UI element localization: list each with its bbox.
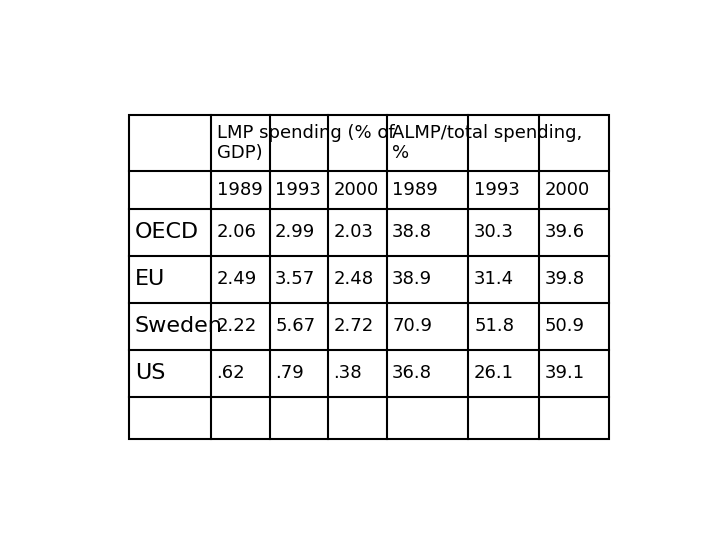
Text: 1993: 1993 bbox=[474, 181, 520, 199]
Text: 2.22: 2.22 bbox=[217, 318, 257, 335]
Text: 38.8: 38.8 bbox=[392, 223, 432, 241]
Text: 51.8: 51.8 bbox=[474, 318, 514, 335]
Text: LMP spending (% of
GDP): LMP spending (% of GDP) bbox=[217, 124, 394, 163]
Text: 2.99: 2.99 bbox=[275, 223, 315, 241]
Text: OECD: OECD bbox=[135, 222, 199, 242]
Text: 5.67: 5.67 bbox=[275, 318, 315, 335]
Text: 36.8: 36.8 bbox=[392, 364, 432, 382]
Text: 39.6: 39.6 bbox=[544, 223, 585, 241]
Text: 2.49: 2.49 bbox=[217, 271, 257, 288]
Text: .79: .79 bbox=[275, 364, 304, 382]
Text: .62: .62 bbox=[217, 364, 246, 382]
Text: 50.9: 50.9 bbox=[544, 318, 585, 335]
Text: EU: EU bbox=[135, 269, 165, 289]
Text: 39.8: 39.8 bbox=[544, 271, 585, 288]
Text: 2000: 2000 bbox=[544, 181, 590, 199]
Text: 2.06: 2.06 bbox=[217, 223, 256, 241]
Text: 2.03: 2.03 bbox=[333, 223, 374, 241]
Bar bbox=[129, 114, 609, 439]
Text: Sweden: Sweden bbox=[135, 316, 222, 336]
Text: 3.57: 3.57 bbox=[275, 271, 315, 288]
Text: 70.9: 70.9 bbox=[392, 318, 432, 335]
Text: 26.1: 26.1 bbox=[474, 364, 514, 382]
Text: 1989: 1989 bbox=[392, 181, 438, 199]
Text: 2.48: 2.48 bbox=[333, 271, 374, 288]
Text: 2000: 2000 bbox=[333, 181, 379, 199]
Text: 1993: 1993 bbox=[275, 181, 321, 199]
Text: 1989: 1989 bbox=[217, 181, 262, 199]
Text: 30.3: 30.3 bbox=[474, 223, 514, 241]
Text: ALMP/total spending,
%: ALMP/total spending, % bbox=[392, 124, 582, 163]
Text: 2.72: 2.72 bbox=[333, 318, 374, 335]
Text: 38.9: 38.9 bbox=[392, 271, 432, 288]
Text: 31.4: 31.4 bbox=[474, 271, 514, 288]
Text: .38: .38 bbox=[333, 364, 362, 382]
Text: US: US bbox=[135, 363, 165, 383]
Text: 39.1: 39.1 bbox=[544, 364, 585, 382]
